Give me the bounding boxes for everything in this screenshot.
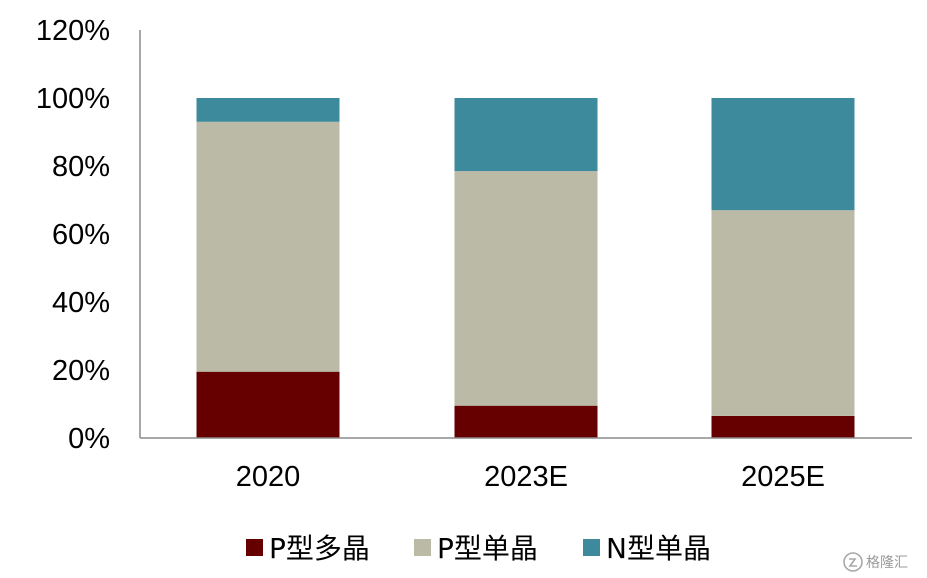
legend-item: N型单晶 <box>583 532 711 565</box>
legend-label: P型多晶 <box>269 532 370 565</box>
legend-swatch <box>414 539 431 556</box>
y-tick-label: 20% <box>52 355 110 387</box>
bar-segment <box>454 171 598 406</box>
legend: P型多晶 P型单晶 N型单晶 <box>246 532 711 565</box>
x-tick-label: 2025E <box>741 461 825 493</box>
bar-stacks <box>196 98 855 438</box>
legend-swatch <box>583 539 600 556</box>
bar-stack <box>196 98 340 438</box>
bar-stack <box>454 98 598 438</box>
legend-label: P型单晶 <box>437 532 538 565</box>
y-tick-label: 80% <box>52 151 110 183</box>
x-tick-label: 2020 <box>236 461 301 493</box>
y-tick-label: 100% <box>36 83 110 115</box>
watermark: 格隆汇 <box>843 552 908 572</box>
y-tick-label: 0% <box>68 423 110 455</box>
x-tick-label: 2023E <box>484 461 568 493</box>
x-axis-tick-labels: 2020 2023E 2025E <box>236 461 825 493</box>
bar-segment <box>711 98 855 211</box>
legend-item: P型单晶 <box>414 532 538 565</box>
legend-swatch <box>246 539 263 556</box>
y-tick-label: 120% <box>36 15 110 47</box>
watermark-text: 格隆汇 <box>866 555 908 571</box>
y-axis-tick-labels: 0% 20% 40% 60% 80% 100% 120% <box>36 15 110 455</box>
bar-segment <box>196 121 340 372</box>
bar-segment <box>454 98 598 172</box>
bar-stack <box>711 98 855 438</box>
bar-segment <box>711 210 855 416</box>
bar-segment <box>454 405 598 438</box>
bar-segment <box>711 415 855 438</box>
bar-segment <box>196 371 340 438</box>
legend-item: P型多晶 <box>246 532 370 565</box>
y-tick-label: 60% <box>52 219 110 251</box>
legend-label: N型单晶 <box>606 532 711 565</box>
y-tick-label: 40% <box>52 287 110 319</box>
watermark-logo-icon <box>843 552 863 572</box>
bar-segment <box>196 98 340 122</box>
